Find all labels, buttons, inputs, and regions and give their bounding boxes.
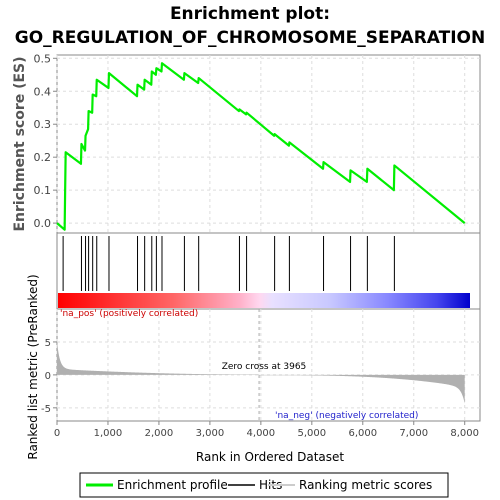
es-tick-label-4: 0.4 <box>34 85 52 98</box>
legend: Enrichment profile Hits Ranking metric s… <box>79 472 449 498</box>
neg-label: 'na_neg' (negatively correlated) <box>275 411 418 421</box>
legend-profile-label: Enrichment profile <box>117 478 228 492</box>
metric-y-ticks: -5 0 5 <box>41 338 57 415</box>
x-tick-label-8: 8,000 <box>450 428 479 439</box>
x-tick-label-4: 4,000 <box>247 428 276 439</box>
enrichment-profile <box>56 62 466 231</box>
es-tick-label-3: 0.3 <box>34 118 52 131</box>
x-axis-label: Rank in Ordered Dataset <box>196 450 344 464</box>
x-tick-label-6: 6,000 <box>348 428 377 439</box>
chart-title-line1: Enrichment plot: <box>170 4 330 24</box>
es-tick-label-0: 0.0 <box>34 217 52 230</box>
x-tick-label-0: 0 <box>54 428 60 439</box>
metric-tick-label-0: -5 <box>41 404 51 415</box>
x-tick-label-3: 3,000 <box>196 428 225 439</box>
hit-markers <box>62 236 395 291</box>
x-tick-label-7: 7,000 <box>399 428 428 439</box>
metric-y-axis-label: Ranked list metric (PreRanked) <box>26 274 40 459</box>
enrichment-profile-line <box>56 62 466 231</box>
es-tick-label-2: 0.2 <box>34 151 52 164</box>
es-gridlines <box>56 55 480 233</box>
x-tick-label-1: 1,000 <box>94 428 123 439</box>
metric-tick-label-2: 5 <box>45 338 51 349</box>
es-y-axis-label: Enrichment score (ES) <box>12 56 28 231</box>
legend-box <box>79 472 449 498</box>
es-y-ticks: 0.0 0.1 0.2 0.3 0.4 0.5 <box>34 52 57 230</box>
rank-color-bar <box>58 293 470 308</box>
es-tick-label-1: 0.1 <box>34 184 52 197</box>
x-tick-label-5: 5,000 <box>297 428 326 439</box>
metric-tick-label-1: 0 <box>45 371 51 382</box>
x-tick-label-2: 2,000 <box>145 428 174 439</box>
metric-panel <box>56 308 481 422</box>
zero-cross-label: Zero cross at 3965 <box>222 362 307 372</box>
es-tick-label-5: 0.5 <box>34 52 52 65</box>
es-panel <box>56 54 481 234</box>
x-axis-ticks: 0 1,000 2,000 3,000 4,000 5,000 6,000 7,000 8,00… <box>54 421 479 439</box>
pos-label: 'na_pos' (positively correlated) <box>60 309 198 319</box>
legend-metric-label: Ranking metric scores <box>299 478 432 492</box>
chart-title-line2: GO_REGULATION_OF_CHROMOSOME_SEPARATION <box>15 28 485 48</box>
